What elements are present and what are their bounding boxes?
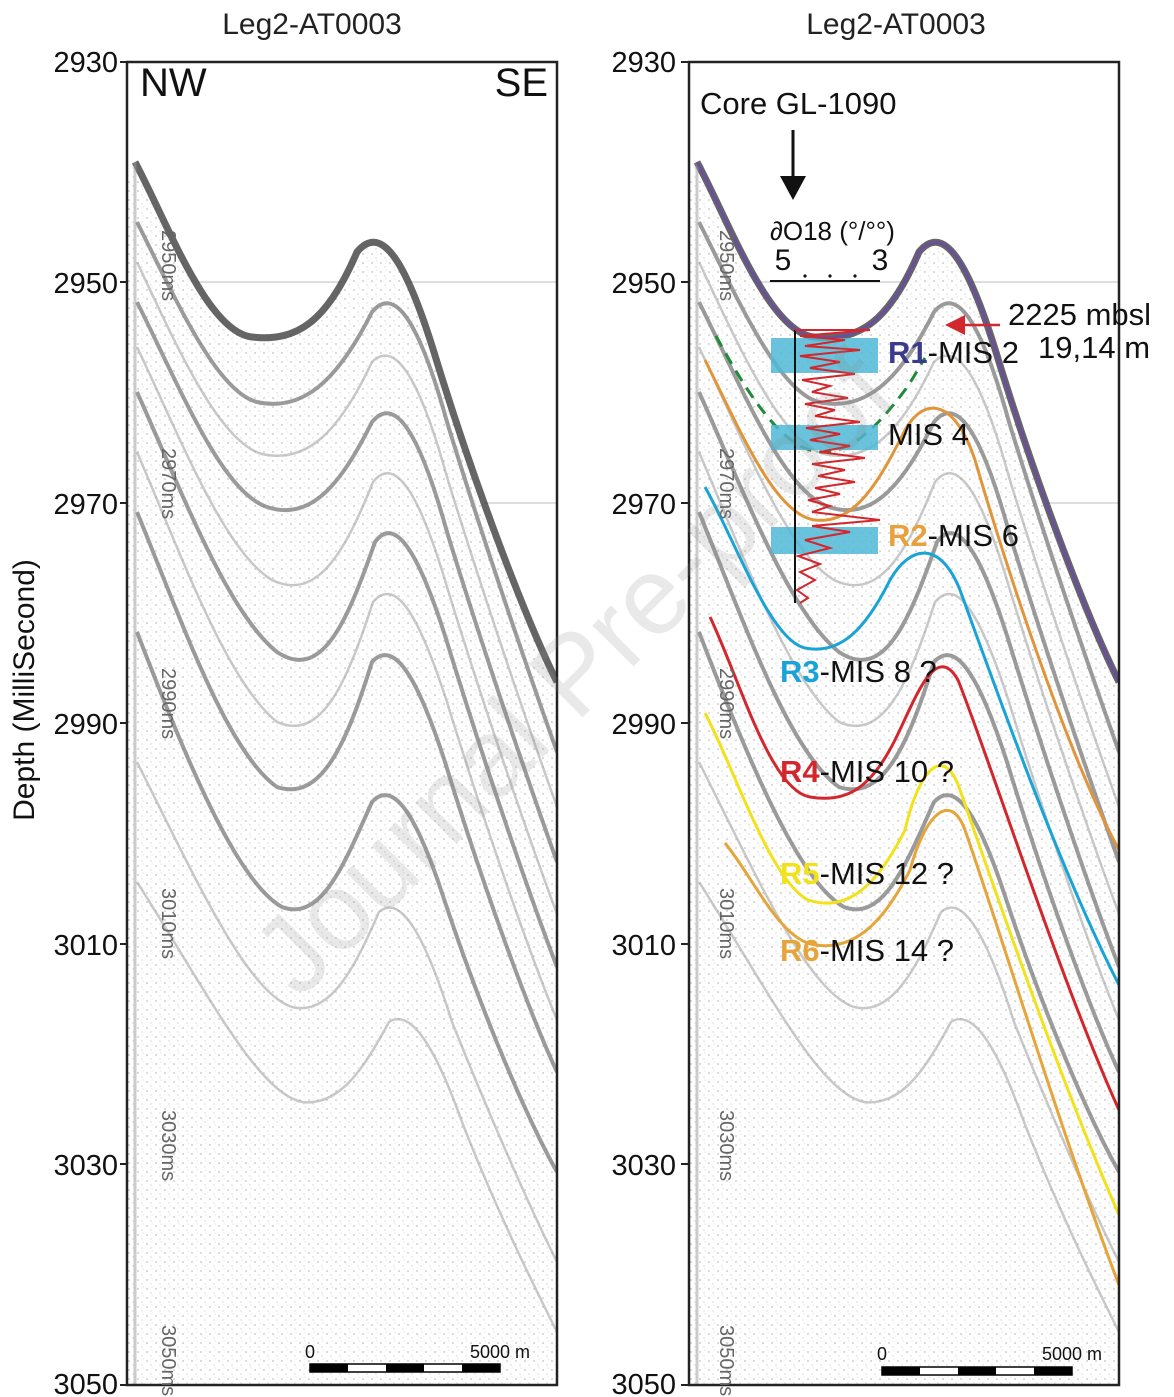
core-arrow <box>780 130 806 200</box>
reflector-label-r1: R1-MIS 2 <box>888 335 1019 370</box>
r5-horizon <box>703 712 1119 1216</box>
right-ms-mark: 2990ms <box>715 668 737 739</box>
y-tick: 3030 <box>53 1150 118 1182</box>
y-tick: 2930 <box>53 47 118 79</box>
depth-annotation-line1: 2225 mbsl <box>1008 297 1151 332</box>
right-scale-start: 0 <box>877 1344 887 1364</box>
reflector-labels: R1-MIS 2 MIS 4 R2-MIS 6 R3-MIS 8 ? R4-MI… <box>780 335 1019 968</box>
reflector-suffix: -MIS 8 ? <box>820 654 937 689</box>
right-scale-end: 5000 m <box>1042 1344 1102 1364</box>
right-ms-mark: 3030ms <box>715 1110 737 1181</box>
reflector-suffix: MIS 4 <box>888 417 969 452</box>
right-ms-marks: 2950ms 2970ms 2990ms 3010ms 3030ms 3050m… <box>715 230 737 1396</box>
se-label: SE <box>495 61 548 105</box>
isotope-right-value: 3 <box>872 244 889 277</box>
right-ms-mark: 3010ms <box>715 888 737 959</box>
right-panel: Leg2-AT0003 2930 2950 2970 2990 3010 303… <box>611 8 1151 1397</box>
reflector-suffix: -MIS 10 ? <box>820 754 954 789</box>
depth-annotation-arrow <box>945 315 1000 335</box>
nw-label: NW <box>140 61 207 105</box>
reflector-suffix: -MIS 14 ? <box>820 933 954 968</box>
core-label: Core GL-1090 <box>700 86 896 121</box>
y-tick: 3030 <box>611 1150 676 1182</box>
y-tick: 2950 <box>53 268 118 300</box>
left-ms-mark: 3050ms <box>157 1325 179 1396</box>
y-tick: 3050 <box>53 1369 118 1397</box>
reflector-suffix: -MIS 2 <box>928 335 1019 370</box>
isotope-plot: ∂O18 (°/°°) 5 3 <box>770 216 895 604</box>
y-ticks-right: 2930 2950 2970 2990 3010 3030 3050 <box>611 47 676 1397</box>
left-scale-bar: 0 5000 m <box>305 1342 530 1373</box>
left-panel: Leg2-AT0003 NW SE 2950ms 2970ms 2990ms 3… <box>125 8 559 1396</box>
y-ticks-left: 2930 2950 2970 2990 3010 3030 3050 <box>53 47 118 1397</box>
right-ms-mark: 3050ms <box>715 1325 737 1396</box>
r4-horizon <box>708 616 1119 1111</box>
y-tick: 2990 <box>53 709 118 741</box>
y-axis-title: Depth (MilliSecond) <box>8 559 41 821</box>
right-panel-title: Leg2-AT0003 <box>806 8 986 41</box>
left-ms-mark: 3010ms <box>157 888 179 959</box>
reflector-id: R2 <box>888 518 928 553</box>
y-tick: 2950 <box>611 268 676 300</box>
left-scale-start: 0 <box>305 1342 315 1362</box>
right-scale-bar: 0 5000 m <box>877 1344 1102 1376</box>
left-scale-end: 5000 m <box>470 1342 530 1362</box>
y-tick: 2970 <box>611 489 676 521</box>
y-axis-left: Depth (MilliSecond) 2930 2950 2970 2990 … <box>8 47 127 1397</box>
reflector-label-r6: R6-MIS 14 ? <box>780 933 954 968</box>
y-tick: 2930 <box>611 47 676 79</box>
left-ms-mark: 2990ms <box>157 668 179 739</box>
y-tick: 3050 <box>611 1369 676 1397</box>
right-panel-frame <box>687 60 1121 1387</box>
y-tick: 2970 <box>53 489 118 521</box>
reflector-id: R5 <box>780 856 820 891</box>
left-ms-mark: 3030ms <box>157 1110 179 1181</box>
isotope-axis-title: ∂O18 (°/°°) <box>770 216 895 246</box>
right-ms-mark: 2970ms <box>715 448 737 519</box>
reflector-label-r2: R2-MIS 6 <box>888 518 1019 553</box>
r3-horizon <box>703 486 1119 986</box>
reflector-id: R1 <box>888 335 928 370</box>
y-tick: 3010 <box>53 930 118 962</box>
left-ms-marks: 2950ms 2970ms 2990ms 3010ms 3030ms 3050m… <box>157 230 179 1396</box>
left-panel-title: Leg2-AT0003 <box>222 8 402 41</box>
reflector-label-r4: R4-MIS 10 ? <box>780 754 954 789</box>
depth-annotation-line2: 19,14 m <box>1038 330 1150 365</box>
reflector-suffix: -MIS 6 <box>928 518 1019 553</box>
y-tick: 2990 <box>611 709 676 741</box>
isotope-left-value: 5 <box>775 244 792 277</box>
right-seismic-image <box>689 162 1119 1385</box>
left-ms-mark: 2970ms <box>157 448 179 519</box>
reflector-id: R6 <box>780 933 820 968</box>
reflector-id: R3 <box>780 654 820 689</box>
left-ms-mark: 2950ms <box>157 230 179 301</box>
r6-horizon <box>723 808 1119 1286</box>
y-tick: 3010 <box>611 930 676 962</box>
reflector-label-mis4: MIS 4 <box>888 417 969 452</box>
reflector-label-r5: R5-MIS 12 ? <box>780 856 954 891</box>
right-ms-mark: 2950ms <box>715 230 737 301</box>
isotope-curve <box>794 329 881 604</box>
reflector-suffix: -MIS 12 ? <box>820 856 954 891</box>
r2-horizon <box>703 359 1119 851</box>
reflector-label-r3: R3-MIS 8 ? <box>780 654 937 689</box>
seafloor-horizon <box>695 161 1119 683</box>
reflector-id: R4 <box>780 754 820 789</box>
